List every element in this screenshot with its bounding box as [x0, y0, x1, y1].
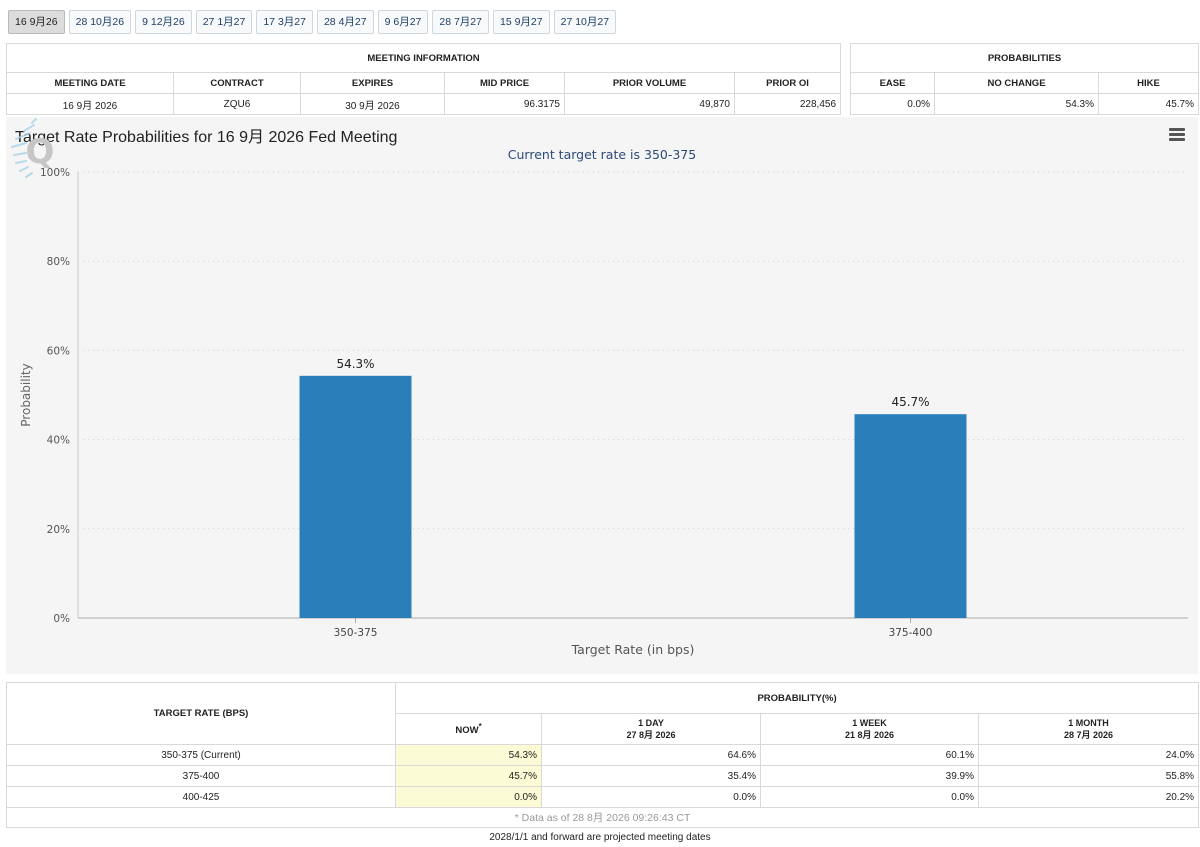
meeting-date-tabs: 16 9月26 28 10月26 9 12月26 27 1月27 17 3月27…: [8, 10, 617, 34]
bar-chart-plot: 0% 20% 40% 60% 80% 100% 54.3% 350-375 45.7% 375-4…: [19, 167, 1188, 657]
y-axis-title: Probability: [19, 363, 33, 426]
y-tick-label: 0%: [53, 613, 70, 625]
q-logo-icon: Q: [11, 118, 55, 178]
target-rate-header: TARGET RATE (BPS): [6, 682, 396, 745]
tab-meeting-5[interactable]: 28 4月27: [316, 10, 374, 34]
y-tick-label: 60%: [47, 345, 70, 357]
now-column-header: NOW*: [395, 713, 542, 745]
data-timestamp-note: * Data as of 28 8月 2026 09:26:43 CT: [5, 807, 1200, 828]
mid-price-header: MID PRICE: [444, 72, 565, 94]
one-month-cell: 55.8%: [977, 765, 1200, 787]
contract-value: ZQU6: [173, 93, 301, 115]
tab-meeting-4[interactable]: 17 3月27: [256, 10, 313, 34]
data-label: 45.7%: [891, 395, 929, 409]
hike-value: 45.7%: [1097, 93, 1200, 115]
data-label: 54.3%: [336, 357, 374, 371]
table-row: 400-425 0.0% 0.0% 0.0% 20.2%: [6, 786, 1200, 808]
expires-header: EXPIRES: [300, 72, 445, 94]
tab-meeting-1[interactable]: 28 10月26: [68, 10, 132, 34]
one-day-column-header: 1 DAY 27 8月 2026: [541, 713, 761, 745]
one-month-cell: 20.2%: [977, 786, 1200, 808]
one-week-cell: 39.9%: [760, 765, 979, 787]
meeting-date-header: MEETING DATE: [6, 72, 174, 94]
tab-meeting-0[interactable]: 16 9月26: [8, 10, 65, 34]
one-day-cell: 0.0%: [541, 786, 761, 808]
tab-meeting-9[interactable]: 27 10月27: [553, 10, 617, 34]
prior-volume-value: 49,870: [564, 93, 735, 115]
prior-oi-value: 228,456: [733, 93, 842, 115]
y-tick-label: 20%: [47, 524, 70, 536]
probability-history-table: TARGET RATE (BPS) PROBABILITY(%) NOW* 1 …: [5, 682, 1200, 828]
table-row: 375-400 45.7% 35.4% 39.9% 55.8%: [6, 765, 1200, 787]
one-week-cell: 0.0%: [760, 786, 979, 808]
tab-meeting-3[interactable]: 27 1月27: [195, 10, 253, 34]
no-change-header: NO CHANGE: [934, 72, 1099, 94]
tab-meeting-6[interactable]: 9 6月27: [377, 10, 429, 34]
ease-header: EASE: [850, 72, 935, 94]
contract-header: CONTRACT: [173, 72, 301, 94]
one-day-cell: 35.4%: [541, 765, 761, 787]
meeting-date-value: 16 9月 2026: [6, 93, 174, 115]
x-tick-label: 375-400: [889, 627, 933, 639]
meeting-information-table: MEETING INFORMATION MEETING DATE CONTRAC…: [5, 43, 842, 115]
prior-volume-header: PRIOR VOLUME: [564, 72, 735, 94]
svg-text:Q: Q: [26, 132, 55, 172]
probability-header: PROBABILITY(%): [394, 682, 1200, 714]
hamburger-menu-icon[interactable]: [1169, 128, 1185, 142]
probabilities-caption: PROBABILITIES: [849, 43, 1200, 73]
one-week-column-header: 1 WEEK 21 8月 2026: [760, 713, 979, 745]
now-cell: 54.3%: [395, 744, 542, 766]
chart-title: Target Rate Probabilities for 16 9月 2026…: [15, 129, 398, 146]
target-rate-cell: 375-400: [6, 765, 396, 787]
probabilities-table: PROBABILITIES EASE NO CHANGE HIKE 0.0% 5…: [849, 43, 1200, 115]
one-month-column-header: 1 MONTH 28 7月 2026: [977, 713, 1200, 745]
projected-dates-footer: 2028/1/1 and forward are projected meeti…: [489, 832, 711, 843]
expires-value: 30 9月 2026: [300, 93, 445, 115]
x-axis-title: Target Rate (in bps): [571, 642, 695, 657]
y-tick-label: 80%: [47, 256, 70, 268]
bar: [299, 375, 412, 618]
one-day-cell: 64.6%: [541, 744, 761, 766]
tab-meeting-8[interactable]: 15 9月27: [493, 10, 550, 34]
tab-meeting-2[interactable]: 9 12月26: [135, 10, 192, 34]
y-tick-label: 40%: [47, 435, 70, 447]
now-cell: 0.0%: [395, 786, 542, 808]
now-cell: 45.7%: [395, 765, 542, 787]
prior-oi-header: PRIOR OI: [733, 72, 842, 94]
chart-subtitle: Current target rate is 350-375: [507, 147, 697, 162]
y-tick-label: 100%: [40, 167, 70, 179]
one-month-cell: 24.0%: [977, 744, 1200, 766]
x-tick-label: 350-375: [334, 627, 378, 639]
ease-value: 0.0%: [850, 93, 935, 115]
one-week-cell: 60.1%: [760, 744, 979, 766]
table-row: 350-375 (Current) 54.3% 64.6% 60.1% 24.0…: [6, 744, 1200, 766]
no-change-value: 54.3%: [934, 93, 1099, 115]
hike-header: HIKE: [1097, 72, 1200, 94]
tab-meeting-7[interactable]: 28 7月27: [432, 10, 489, 34]
meeting-information-caption: MEETING INFORMATION: [5, 43, 842, 73]
target-rate-cell: 350-375 (Current): [6, 744, 396, 766]
bar: [854, 414, 967, 618]
target-rate-chart: Target Rate Probabilities for 16 9月 2026…: [6, 117, 1198, 674]
mid-price-value: 96.3175: [444, 93, 565, 115]
target-rate-cell: 400-425: [6, 786, 396, 808]
